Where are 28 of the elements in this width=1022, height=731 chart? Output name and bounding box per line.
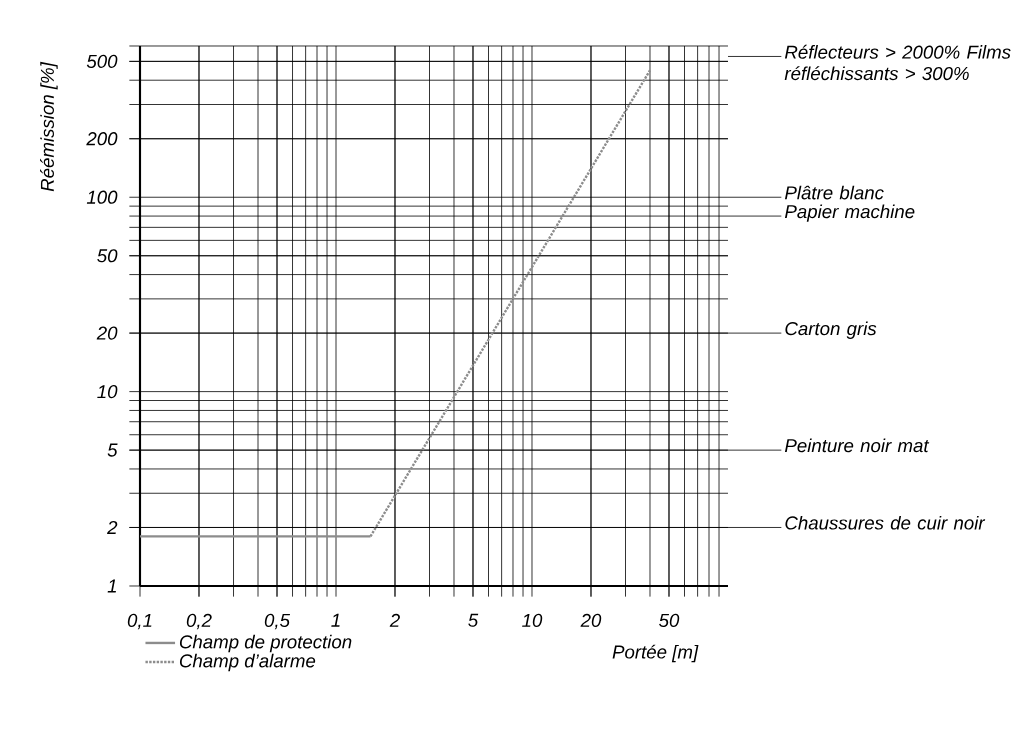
y-tick-label: 10 bbox=[97, 384, 118, 399]
ref-line-label: Papier machine bbox=[784, 204, 915, 222]
x-tick-label: 0,5 bbox=[264, 613, 291, 630]
ref-line-label: Réflecteurs > 2000% Films réfléchissants > 300% bbox=[784, 44, 1011, 81]
x-tick-label: 0,2 bbox=[186, 613, 212, 630]
y-tick-label: 200 bbox=[86, 132, 118, 146]
y-tick-label: 50 bbox=[97, 249, 118, 263]
x-tick-label: 5 bbox=[468, 613, 479, 627]
ref-line-label: Peinture noir mat bbox=[784, 438, 930, 453]
ref-line-label: Chaussures de cuir noir bbox=[785, 515, 986, 530]
x-tick-label: 1 bbox=[331, 613, 340, 627]
ref-line-label: Carton gris bbox=[785, 321, 877, 339]
x-axis-title: Portée [m] bbox=[612, 644, 699, 663]
y-tick-label: 1 bbox=[107, 579, 116, 593]
legend-label: Champ d’alarme bbox=[179, 653, 316, 672]
x-tick-label: 10 bbox=[522, 613, 543, 628]
ref-line-label: Plâtre blanc bbox=[784, 185, 884, 200]
y-tick-label: 20 bbox=[96, 326, 118, 340]
x-tick-label: 2 bbox=[389, 613, 400, 627]
legend-label: Champ de protection bbox=[179, 634, 352, 653]
y-axis-title: Réémission [%] bbox=[40, 61, 58, 192]
x-tick-label: 50 bbox=[659, 613, 680, 628]
y-tick-label: 2 bbox=[107, 520, 118, 534]
x-tick-label: 0,1 bbox=[127, 613, 152, 630]
y-tick-label: 5 bbox=[107, 443, 118, 457]
y-tick-label: 100 bbox=[86, 190, 118, 204]
y-tick-label: 500 bbox=[86, 54, 118, 68]
x-tick-label: 20 bbox=[580, 613, 602, 628]
